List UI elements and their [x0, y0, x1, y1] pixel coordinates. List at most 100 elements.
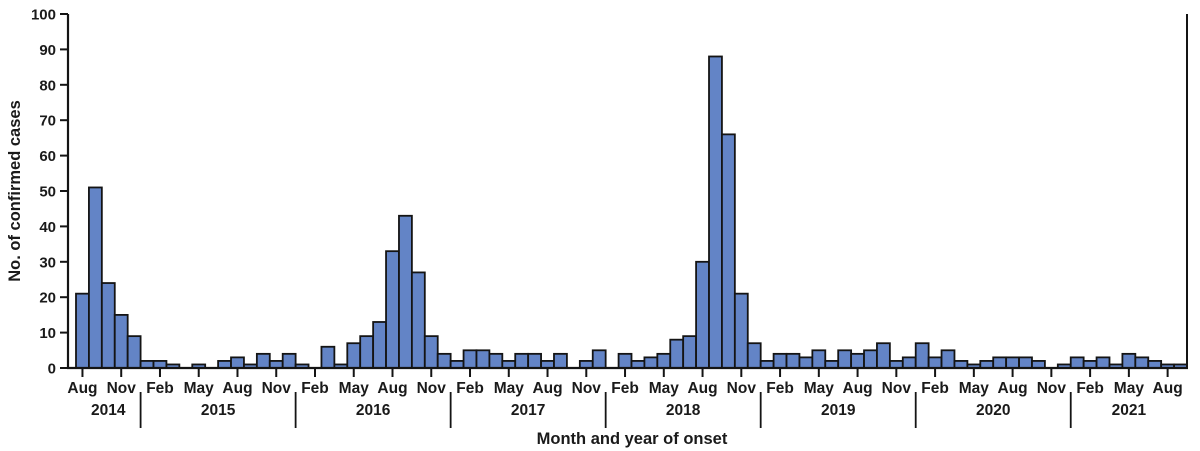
- bar-2019-may: [811, 349, 827, 369]
- y-tick-label: 40: [39, 219, 56, 236]
- year-label-2019: 2019: [821, 402, 856, 419]
- bar-2018-jun: [669, 338, 685, 369]
- y-tick-label: 0: [48, 361, 56, 378]
- y-tick-label: 90: [39, 42, 56, 59]
- bar-2019-apr: [798, 356, 814, 369]
- y-tick-label: 20: [39, 290, 56, 307]
- bar-2018-dec: [746, 342, 762, 369]
- month-label-feb: Feb: [301, 380, 329, 397]
- month-label-nov: Nov: [107, 380, 137, 397]
- bar-2021-may: [1121, 352, 1137, 369]
- y-tick-label: 30: [39, 254, 56, 271]
- axes-layer: [60, 13, 1188, 377]
- year-label-2015: 2015: [201, 402, 236, 419]
- bar-2015-dec: [281, 352, 297, 369]
- month-label-aug: Aug: [377, 380, 407, 397]
- y-tick-label: 70: [39, 113, 56, 130]
- bar-2019-jul: [837, 349, 853, 369]
- bar-2019-sep: [863, 349, 878, 369]
- month-label-may: May: [649, 380, 680, 397]
- bar-2018-nov: [733, 292, 749, 369]
- y-tick-label: 10: [39, 325, 56, 342]
- y-axis-title: No. of confirmed cases: [6, 100, 24, 282]
- bar-2017-sep: [553, 352, 568, 369]
- month-label-may: May: [1114, 380, 1145, 397]
- bars-layer: [75, 55, 1188, 369]
- y-tick-label: 100: [31, 7, 56, 24]
- bar-2021-mar: [1095, 356, 1111, 369]
- month-label-aug: Aug: [222, 380, 252, 397]
- bar-2021-jun: [1134, 356, 1150, 369]
- month-label-feb: Feb: [1076, 380, 1104, 397]
- x-axis-month-labels: Aug Nov Feb May Aug Nov Feb May Aug Nov Feb May Aug N…: [67, 380, 1182, 397]
- bar-2018-jul: [682, 335, 697, 369]
- month-label-nov: Nov: [727, 380, 757, 397]
- bar-2020-feb: [927, 356, 943, 369]
- bar-2014-aug: [75, 292, 90, 369]
- month-label-may: May: [339, 380, 370, 397]
- month-label-may: May: [804, 380, 835, 397]
- month-label-aug: Aug: [67, 380, 97, 397]
- month-label-may: May: [494, 380, 525, 397]
- month-label-nov: Nov: [262, 380, 292, 397]
- month-label-aug: Aug: [532, 380, 562, 397]
- month-label-may: May: [959, 380, 990, 397]
- bar-2020-jul: [992, 356, 1008, 369]
- bar-2017-mar: [475, 349, 491, 369]
- bar-2018-feb: [617, 352, 633, 369]
- y-tick-label: 50: [39, 184, 56, 201]
- month-label-aug: Aug: [843, 380, 873, 397]
- bar-2016-oct: [410, 271, 426, 369]
- bar-2014-dec: [126, 335, 142, 369]
- bar-2017-dec: [591, 349, 607, 369]
- month-label-feb: Feb: [456, 380, 484, 397]
- month-label-feb: Feb: [766, 380, 794, 397]
- bar-2014-nov: [113, 313, 129, 369]
- bar-2019-oct: [876, 342, 891, 369]
- year-label-2014: 2014: [91, 402, 126, 419]
- x-axis-title: Month and year of onset: [537, 430, 728, 448]
- bar-2019-dec: [901, 356, 917, 369]
- y-tick-label: 80: [39, 77, 56, 94]
- month-label-feb: Feb: [146, 380, 174, 397]
- bar-2014-oct: [100, 282, 116, 369]
- month-label-aug: Aug: [1153, 380, 1183, 397]
- bar-2020-aug: [1005, 356, 1020, 369]
- bar-2018-sep: [708, 55, 723, 369]
- bar-2017-feb: [462, 349, 478, 369]
- bar-2018-may: [656, 352, 672, 369]
- bar-2016-aug: [385, 250, 400, 369]
- bar-2017-jun: [514, 352, 530, 369]
- bar-2016-nov: [423, 335, 439, 369]
- bar-2014-sep: [88, 186, 103, 369]
- bar-2018-aug: [695, 260, 710, 369]
- bar-2017-apr: [488, 352, 504, 369]
- bar-2017-jul: [527, 352, 542, 369]
- y-axis-labels: 0 10 20 30 40 50 60 70 80 90 100: [31, 7, 56, 378]
- year-label-2017: 2017: [511, 402, 545, 419]
- bar-2015-aug: [230, 356, 245, 369]
- x-axis-year-labels: 2014 2015 2016 2017 2018 2019 2020 2021: [91, 392, 1146, 428]
- bar-2018-apr: [643, 356, 659, 369]
- year-label-2016: 2016: [356, 402, 391, 419]
- month-label-aug: Aug: [998, 380, 1028, 397]
- month-label-nov: Nov: [572, 380, 602, 397]
- month-label-may: May: [184, 380, 215, 397]
- month-label-nov: Nov: [882, 380, 912, 397]
- bar-2020-mar: [940, 349, 956, 369]
- month-label-nov: Nov: [417, 380, 447, 397]
- bar-2016-dec: [436, 352, 452, 369]
- bar-2019-mar: [785, 352, 801, 369]
- bar-2020-jan: [914, 342, 930, 369]
- month-label-feb: Feb: [921, 380, 949, 397]
- year-label-2021: 2021: [1112, 402, 1147, 419]
- bar-2016-jun: [359, 335, 375, 369]
- bar-2021-jan: [1069, 356, 1085, 369]
- y-tick-label: 60: [39, 148, 56, 165]
- bar-2018-oct: [721, 133, 736, 369]
- bar-2015-oct: [255, 352, 271, 369]
- month-label-feb: Feb: [611, 380, 639, 397]
- year-label-2020: 2020: [976, 402, 1010, 419]
